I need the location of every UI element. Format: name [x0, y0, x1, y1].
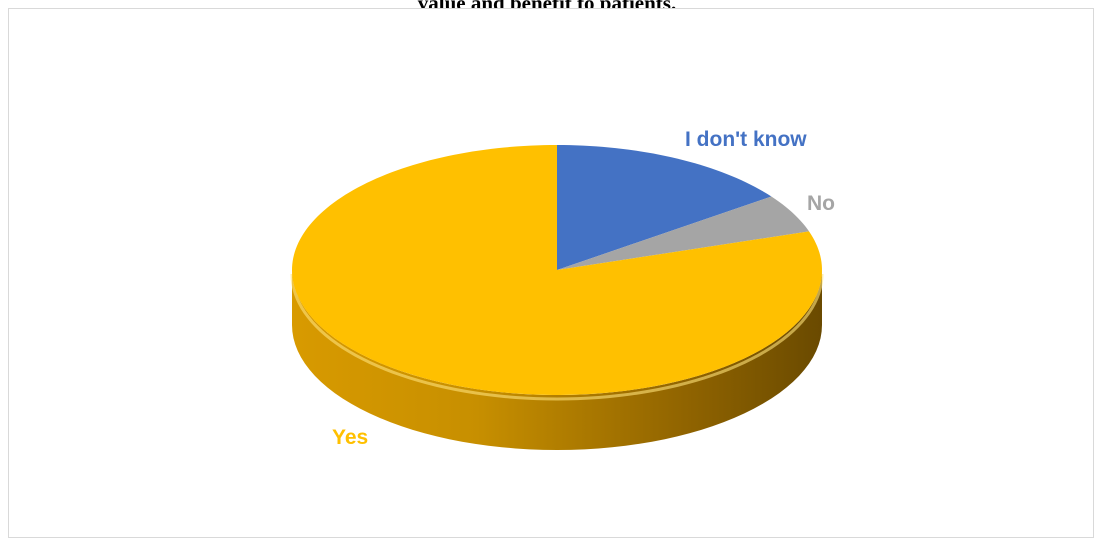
slice-label-no: No: [807, 192, 835, 215]
pie-rim-highlight: [290, 273, 824, 401]
slice-label-i-don-t-know: I don't know: [685, 128, 807, 151]
pie-labels: I don't know No Yes: [332, 128, 835, 449]
pie-sides: [290, 270, 824, 450]
pie-chart: I don't know No Yes: [290, 128, 835, 450]
pie-side-yes: [292, 270, 822, 450]
slice-label-yes: Yes: [332, 426, 368, 449]
pie-top-shading: [292, 145, 822, 395]
pie-tops: [292, 145, 822, 395]
